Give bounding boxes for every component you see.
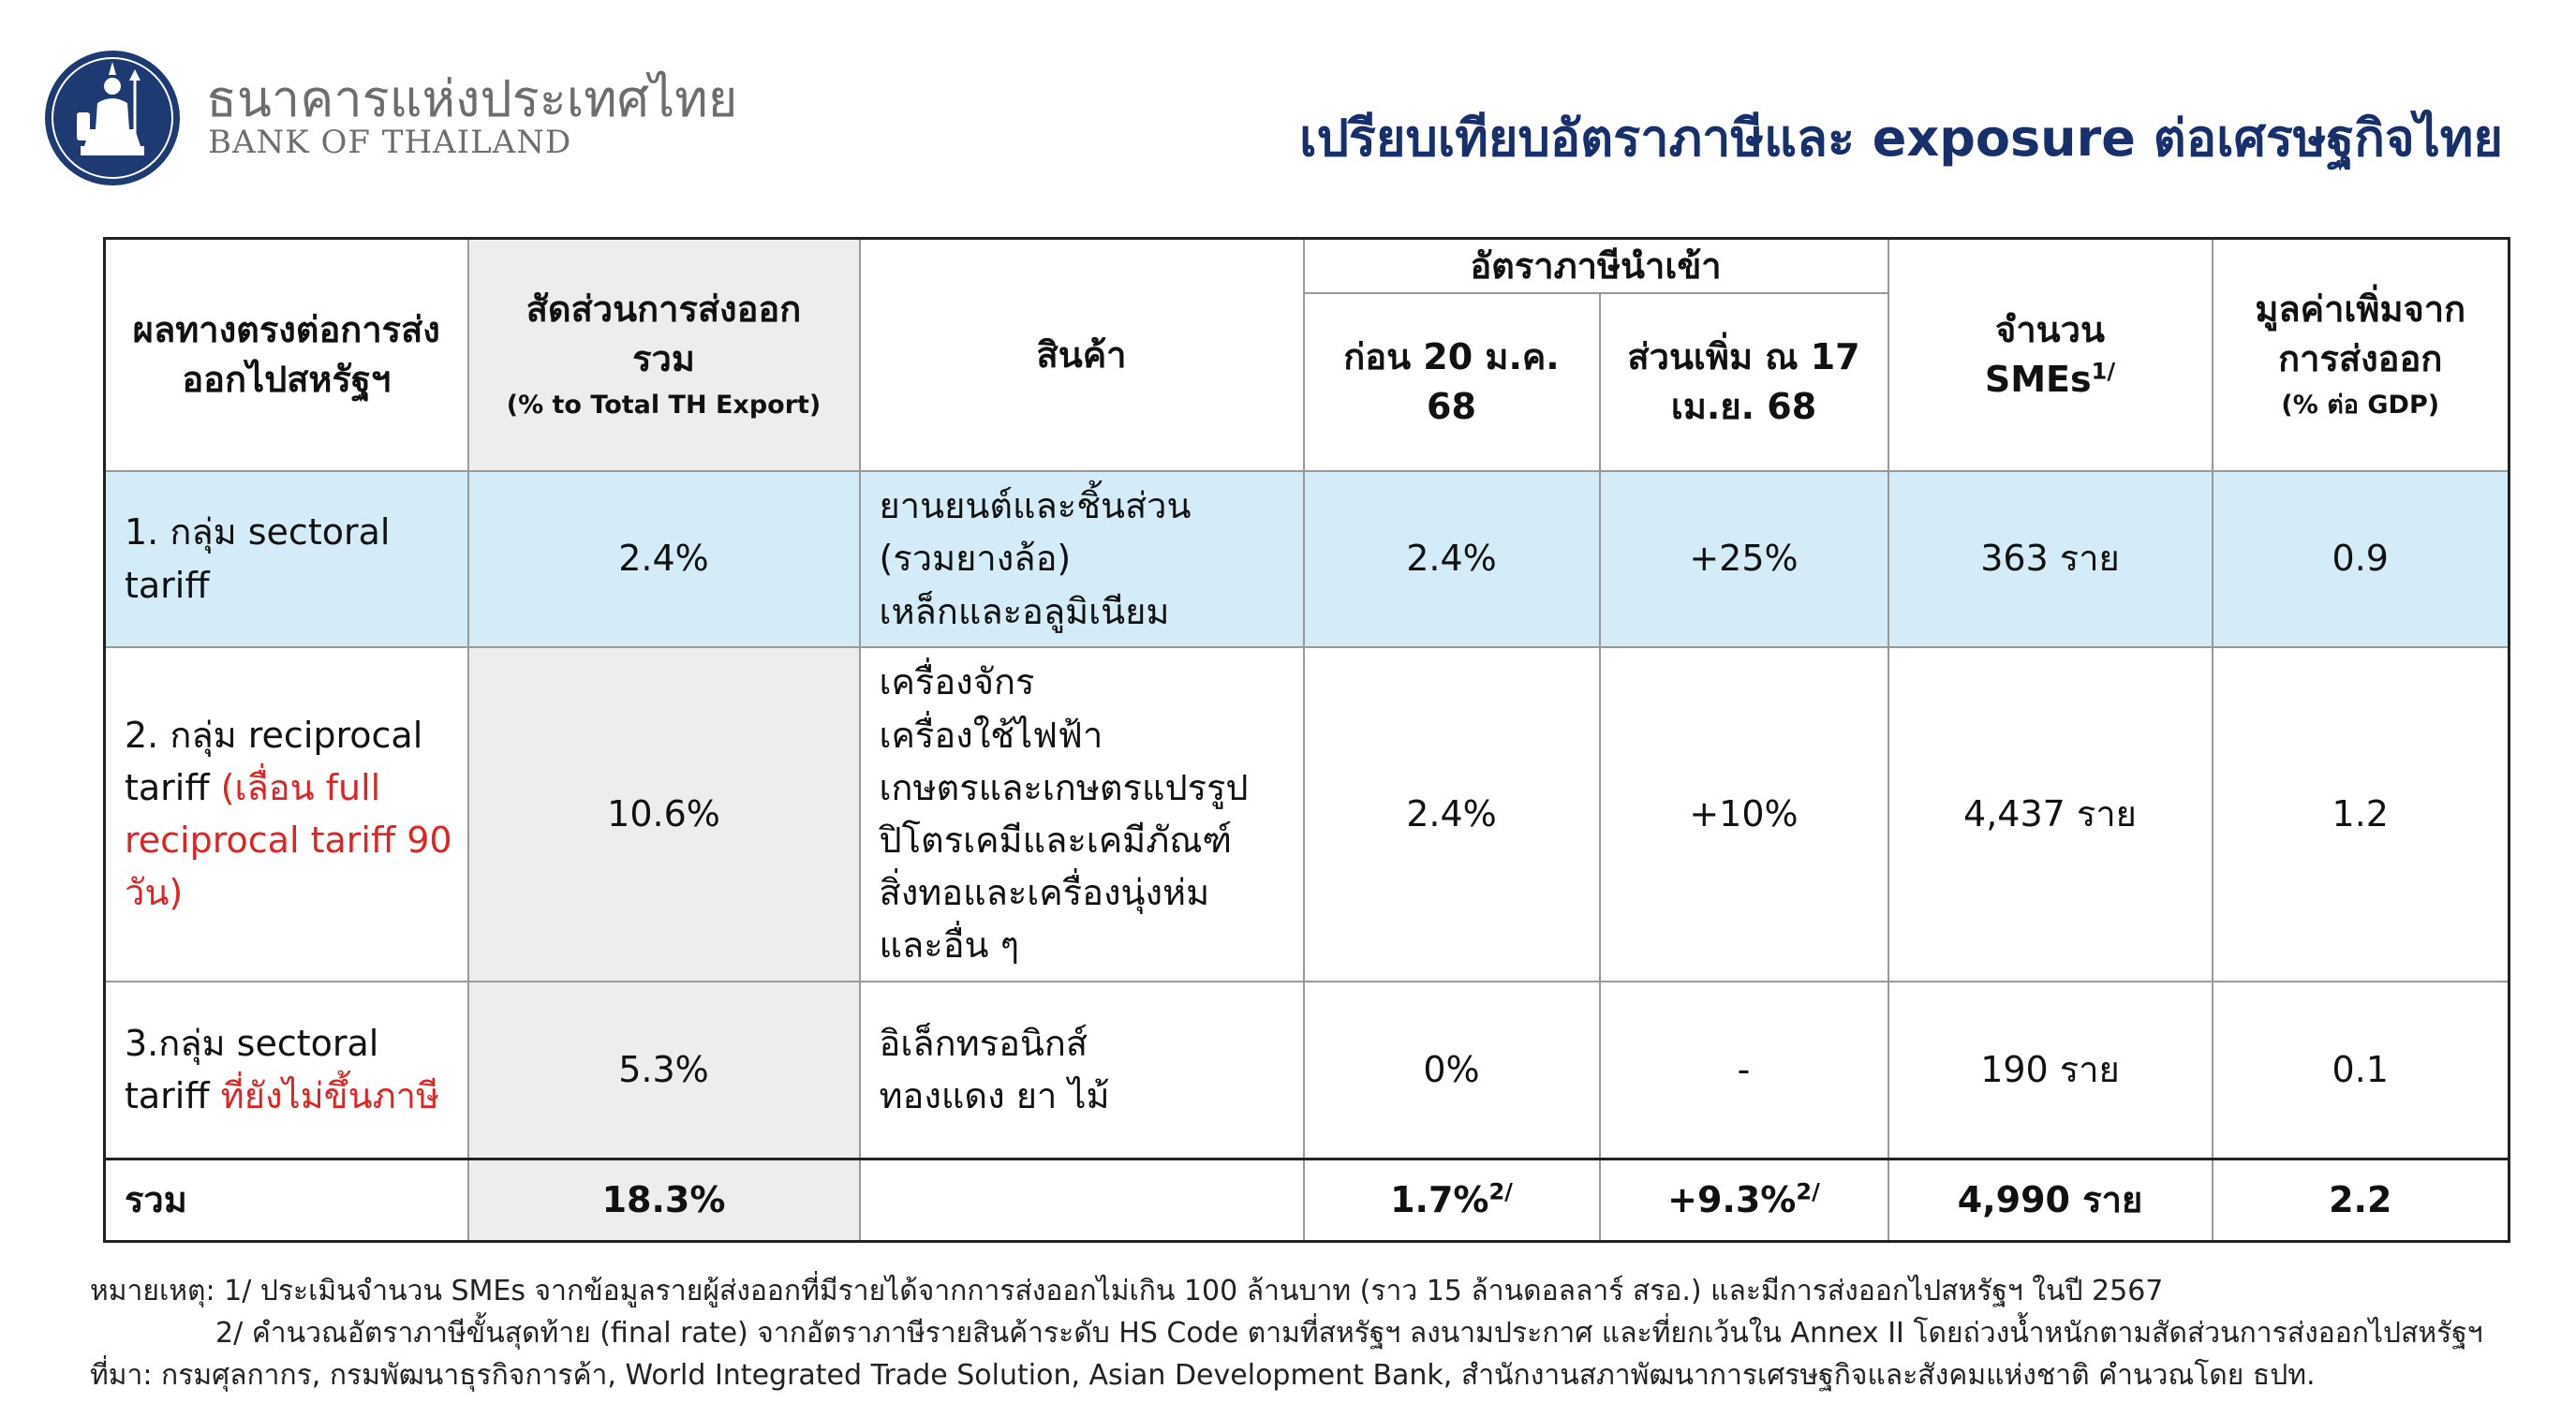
page-title: เปรียบเทียบอัตราภาษีและ exposure ต่อเศรษ… <box>1299 109 2503 168</box>
row-increase: +10% <box>1598 645 1889 982</box>
footnote-1: หมายเหตุ: 1/ ประเมินจำนวน SMEs จากข้อมูล… <box>90 1275 2164 1307</box>
row-products: เครื่องจักร เครื่องใช้ไฟฟ้า เกษตรและเกษต… <box>858 645 1305 982</box>
row-share: 10.6% <box>466 645 861 982</box>
table-row-total: รวม 18.3% 1.7%2/ +9.3%2/ 4,990 ราย 2.2 <box>103 1158 2510 1243</box>
row-share: 2.4% <box>466 469 861 648</box>
row-before: 2.4% <box>1302 645 1601 982</box>
header-smes: จำนวน SMEs1/ <box>1887 237 2213 472</box>
row-smes: 4,437 ราย <box>1887 645 2213 982</box>
bank-name-thai: ธนาคารแห่งประเทศไทย <box>206 69 738 128</box>
header-tariff-group: อัตราภาษีนำเข้า <box>1302 237 1889 294</box>
header-share: สัดส่วนการส่งออกรวม (% to Total TH Expor… <box>466 237 861 472</box>
table-row: 3.กลุ่ม sectoral tariff ที่ยังไม่ขึ้นภาษ… <box>103 980 2510 1160</box>
total-before: 1.7%2/ <box>1302 1158 1601 1243</box>
header-value-added-sub: (% ต่อ GDP) <box>2281 390 2440 420</box>
row-group: 1. กลุ่ม sectoral tariff <box>103 469 469 648</box>
total-increase-footnote-mark: 2/ <box>1796 1178 1820 1205</box>
total-smes: 4,990 ราย <box>1887 1158 2213 1243</box>
footnote-2: 2/ คำนวณอัตราภาษีขั้นสุดท้าย (final rate… <box>215 1317 2483 1350</box>
source-note: ที่มา: กรมศุลกากร, กรมพัฒนาธุรกิจการค้า,… <box>90 1359 2316 1392</box>
row-value-added: 0.9 <box>2211 469 2510 648</box>
row-share: 5.3% <box>466 980 861 1160</box>
row-products: ยานยนต์และชิ้นส่วน (รวมยางล้อ) เหล็กและอ… <box>858 469 1305 648</box>
total-share: 18.3% <box>466 1158 861 1243</box>
header-increase: ส่วนเพิ่ม ณ 17 เม.ย. 68 <box>1598 291 1889 472</box>
row-before: 2.4% <box>1302 469 1601 648</box>
row-smes: 190 ราย <box>1887 980 2213 1160</box>
row-smes: 363 ราย <box>1887 469 2213 648</box>
footnotes: หมายเหตุ: 1/ ประเมินจำนวน SMEs จากข้อมูล… <box>90 1270 2483 1396</box>
header-share-sub: (% to Total TH Export) <box>506 390 822 420</box>
total-value-added: 2.2 <box>2211 1158 2510 1243</box>
row-increase: +25% <box>1598 469 1889 648</box>
row-value-added: 0.1 <box>2211 980 2510 1160</box>
row-group: 3.กลุ่ม sectoral tariff ที่ยังไม่ขึ้นภาษ… <box>103 980 469 1160</box>
tariff-exposure-table: ผลทางตรงต่อการส่งออกไปสหรัฐฯ สัดส่วนการส… <box>103 237 2510 1243</box>
total-before-footnote-mark: 2/ <box>1488 1178 1513 1205</box>
total-increase: +9.3%2/ <box>1598 1158 1889 1243</box>
row-products: อิเล็กทรอนิกส์ ทองแดง ยา ไม้ <box>858 980 1305 1160</box>
header-product: สินค้า <box>858 237 1305 472</box>
row-before: 0% <box>1302 980 1601 1160</box>
total-label: รวม <box>103 1158 469 1243</box>
bank-name-english: BANK OF THAILAND <box>208 124 572 161</box>
smes-footnote-mark: 1/ <box>2091 358 2116 385</box>
total-products <box>858 1158 1305 1243</box>
header-impact: ผลทางตรงต่อการส่งออกไปสหรัฐฯ <box>103 237 469 472</box>
table-row: 2. กลุ่ม reciprocal tariff (เลื่อน full … <box>103 645 2510 982</box>
bank-of-thailand-emblem-icon <box>43 49 182 187</box>
row-value-added: 1.2 <box>2211 645 2510 982</box>
header-before: ก่อน 20 ม.ค. 68 <box>1302 291 1601 472</box>
table-row: 1. กลุ่ม sectoral tariff 2.4% ยานยนต์และ… <box>103 469 2510 648</box>
row-increase: - <box>1598 980 1889 1160</box>
row-group: 2. กลุ่ม reciprocal tariff (เลื่อน full … <box>103 645 469 982</box>
header-value-added: มูลค่าเพิ่มจากการส่งออก (% ต่อ GDP) <box>2211 237 2510 472</box>
